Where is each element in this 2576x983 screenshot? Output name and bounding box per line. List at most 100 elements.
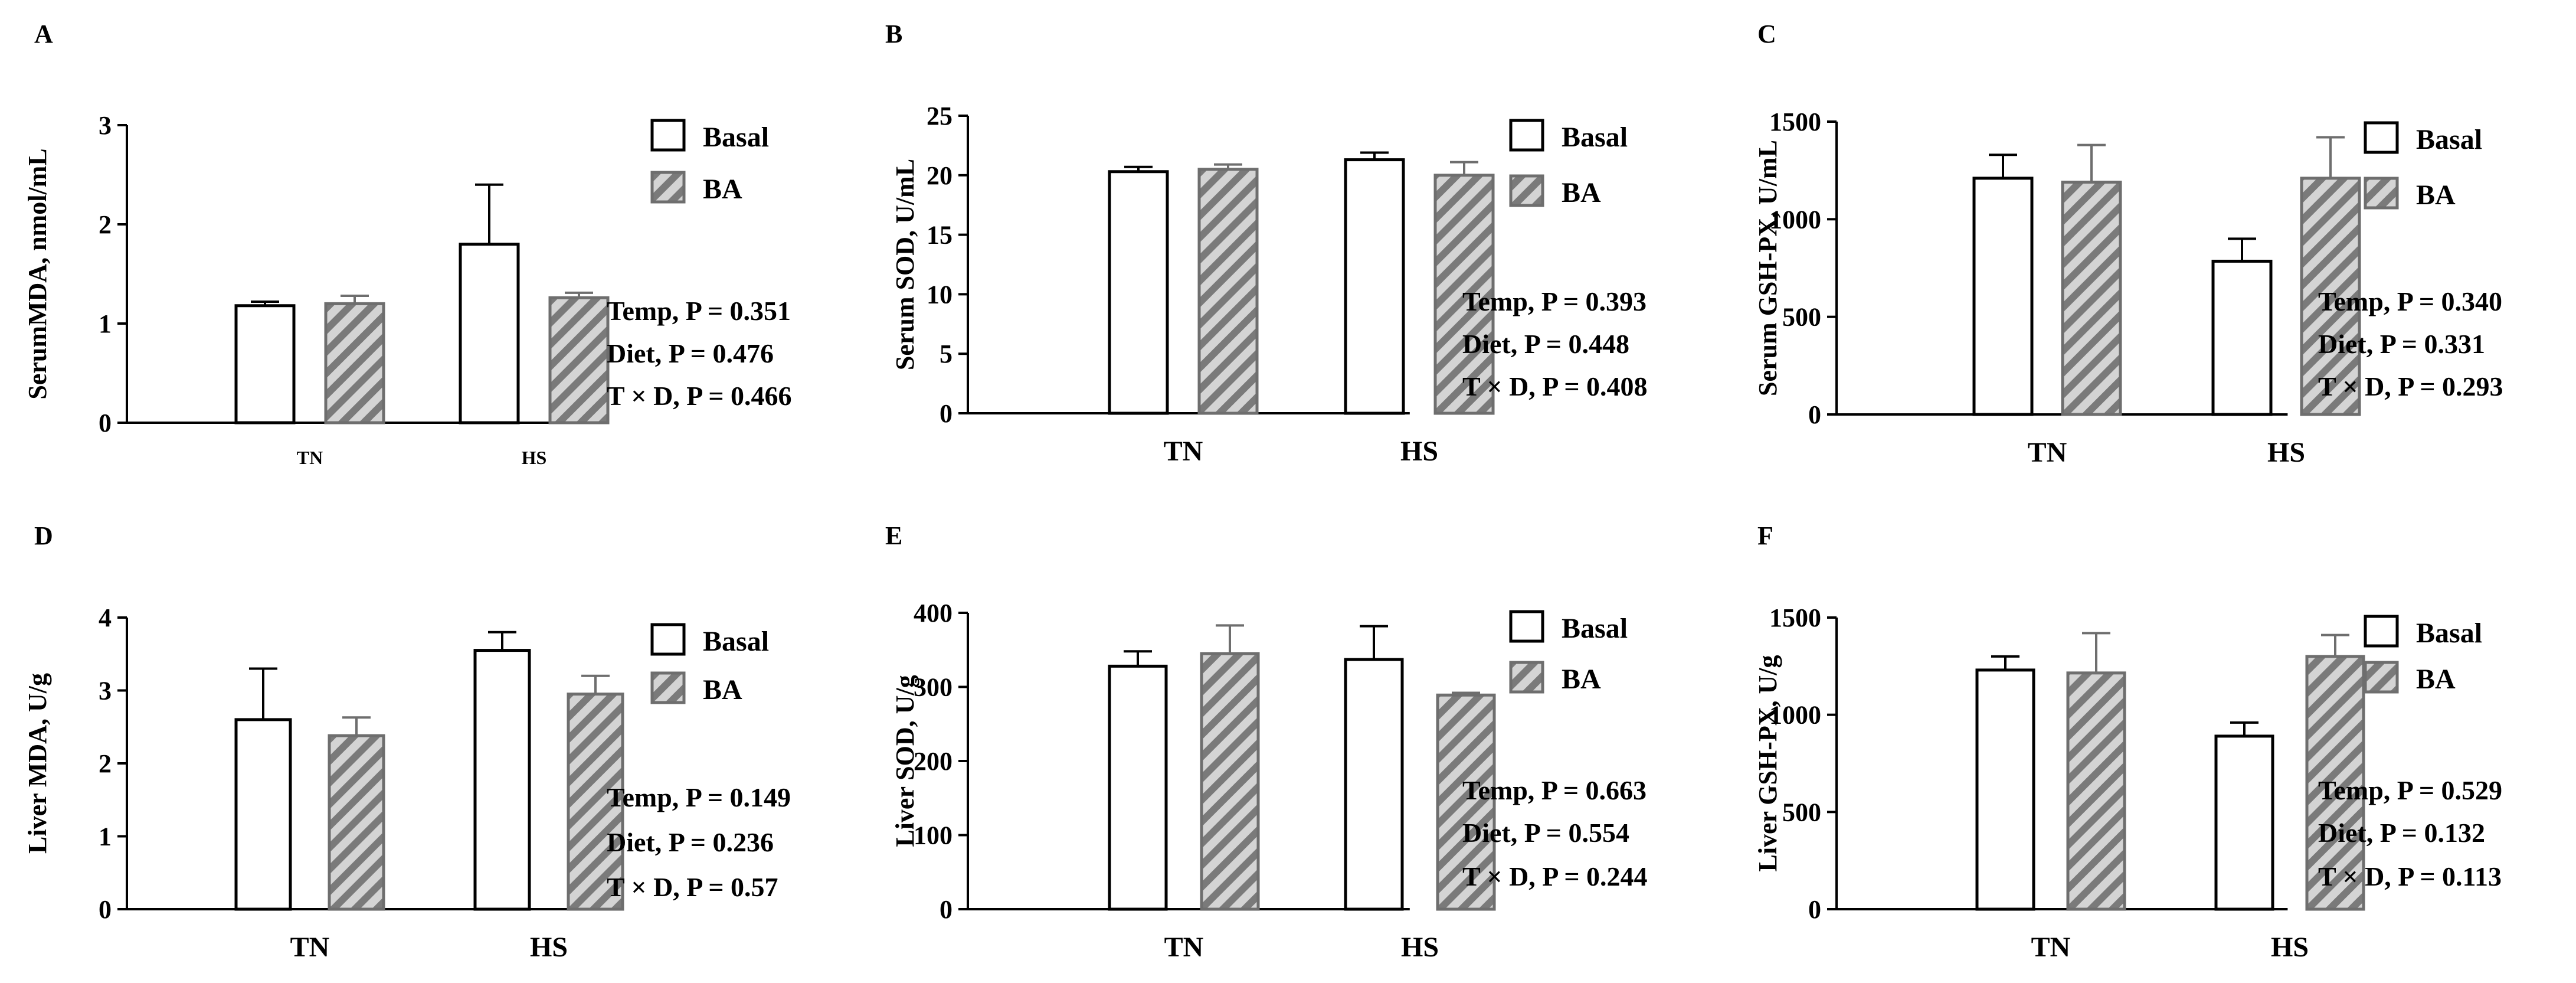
y-axis-title: Liver SOD, U/g <box>891 675 919 847</box>
panel-b: B Serum SOD, U/mL 0 5 10 15 20 25 TN HS Basal BA Tem… <box>885 19 1648 467</box>
panel-letter: C <box>1757 19 1776 48</box>
y-tick-label: 0 <box>940 399 953 428</box>
x-category-label: HS <box>522 447 547 468</box>
y-tick-label: 4 <box>99 603 112 632</box>
panel-letter: E <box>885 521 902 550</box>
bar-ba-tn <box>2061 181 2122 416</box>
legend-label: Basal <box>703 122 769 153</box>
legend-label: Basal <box>703 626 769 657</box>
stats-line: T × D, P = 0.466 <box>607 381 792 411</box>
panel-e: E Liver SOD, U/g 0 100 200 300 400 TN HS Basal BA T… <box>885 521 1648 963</box>
stats-line: Diet, P = 0.331 <box>2318 329 2485 359</box>
legend-swatch-basal <box>1509 119 1544 152</box>
legend-swatch-ba <box>1509 661 1544 694</box>
bar-ba-tn <box>1200 652 1260 911</box>
x-category-label: TN <box>2028 437 2067 468</box>
stats-line: Temp, P = 0.663 <box>1462 775 1647 805</box>
panel-a: A SerumMDA, nmol/mL 0 1 2 3 TN HS Basal BA Temp, P… <box>23 19 792 468</box>
x-category-label: HS <box>2271 932 2309 963</box>
x-category-label: HS <box>2267 437 2305 468</box>
bar-basal-tn <box>1975 668 2035 911</box>
bar-ba-tn <box>2066 671 2126 911</box>
stats-line: Diet, P = 0.236 <box>607 827 774 857</box>
bar-ba-hs <box>2300 177 2361 416</box>
legend-swatch-ba <box>2364 177 2399 210</box>
bar-ba-tn <box>1197 168 1259 415</box>
y-tick-label: 20 <box>927 161 953 190</box>
bar-basal-hs <box>459 243 520 424</box>
y-axis-title: Serum SOD, U/mL <box>891 159 919 370</box>
stats-line: Diet, P = 0.132 <box>2318 818 2485 848</box>
legend-swatch-basal <box>1509 610 1544 643</box>
bar-ba-hs <box>2305 655 2365 911</box>
x-category-label: HS <box>530 932 568 963</box>
legend-label: Basal <box>1562 122 1628 153</box>
panel-f: F Liver GSH-PX, U/g 0 500 1000 1500 TN HS Basal B… <box>1753 521 2502 963</box>
y-tick-label: 3 <box>99 111 112 140</box>
y-tick-label: 0 <box>99 895 112 924</box>
y-tick-label: 500 <box>1782 303 1821 332</box>
y-tick-label: 1 <box>99 822 112 851</box>
legend-swatch-basal <box>650 119 686 152</box>
y-tick-label: 0 <box>99 409 112 437</box>
y-tick-label: 10 <box>927 280 953 309</box>
y-tick-label: 200 <box>914 747 953 776</box>
legend-label: BA <box>1562 664 1601 695</box>
y-tick-label: 2 <box>99 210 112 239</box>
y-tick-label: 100 <box>914 821 953 850</box>
y-tick-label: 3 <box>99 677 112 706</box>
bar-basal-tn <box>234 718 292 911</box>
stats-line: Temp, P = 0.393 <box>1462 286 1647 316</box>
stats-line: Diet, P = 0.448 <box>1462 329 1629 359</box>
bar-basal-hs <box>1344 658 1404 911</box>
bar-basal-hs <box>2214 734 2274 911</box>
bar-basal-tn <box>1972 177 2034 416</box>
x-category-label: TN <box>290 932 330 963</box>
bar-basal-hs <box>2211 259 2273 416</box>
stats-line: T × D, P = 0.57 <box>607 872 778 902</box>
x-category-label: HS <box>1400 436 1438 467</box>
x-category-label: TN <box>2031 932 2071 963</box>
legend-swatch-basal <box>2364 121 2399 154</box>
stats-line: T × D, P = 0.408 <box>1462 371 1648 401</box>
stats-line: Diet, P = 0.476 <box>607 338 774 368</box>
legend-swatch-ba <box>650 171 686 204</box>
y-axis-title: Serum GSH-PX, U/mL <box>1753 140 1782 396</box>
y-tick-label: 0 <box>940 895 953 924</box>
bar-basal-hs <box>473 649 531 911</box>
y-tick-label: 1000 <box>1769 701 1821 730</box>
legend-label: Basal <box>2416 124 2482 155</box>
y-tick-label: 0 <box>1808 895 1821 924</box>
stats-line: T × D, P = 0.113 <box>2318 861 2502 891</box>
stats-line: Temp, P = 0.351 <box>607 296 791 326</box>
y-tick-label: 25 <box>927 102 953 130</box>
legend-swatch-basal <box>2364 615 2399 648</box>
legend-swatch-ba <box>1509 174 1544 207</box>
bar-basal-tn <box>1108 170 1169 415</box>
bar-ba-hs <box>1433 174 1495 415</box>
y-axis-title: Liver MDA, U/g <box>23 673 52 854</box>
legend-label: BA <box>2416 179 2456 211</box>
y-axis-title: Liver GSH-PX, U/g <box>1753 655 1782 871</box>
legend-swatch-ba <box>2364 661 2399 694</box>
bar-ba-tn <box>328 734 385 911</box>
x-category-label: TN <box>1164 932 1204 963</box>
stats-line: T × D, P = 0.293 <box>2318 371 2503 401</box>
panel-d: D Liver MDA, U/g 0 1 2 3 4 TN HS Basal BA Temp, P =… <box>23 521 791 963</box>
stats-line: Temp, P = 0.529 <box>2318 775 2502 805</box>
y-tick-label: 1000 <box>1769 205 1821 234</box>
y-tick-label: 1500 <box>1769 603 1821 632</box>
y-tick-label: 1500 <box>1769 107 1821 136</box>
y-tick-label: 5 <box>940 339 953 368</box>
stats-line: Temp, P = 0.149 <box>607 782 791 812</box>
bar-ba-hs <box>548 296 610 424</box>
x-category-label: TN <box>297 447 323 468</box>
legend-swatch-basal <box>650 623 686 656</box>
y-tick-label: 2 <box>99 749 112 778</box>
y-tick-label: 400 <box>914 599 953 628</box>
legend-label: Basal <box>1562 613 1628 644</box>
y-axis-title: SerumMDA, nmol/mL <box>23 148 52 399</box>
legend-label: BA <box>2416 664 2456 695</box>
panel-c: C Serum GSH-PX, U/mL 0 500 1000 1500 TN HS Basal… <box>1753 19 2503 468</box>
